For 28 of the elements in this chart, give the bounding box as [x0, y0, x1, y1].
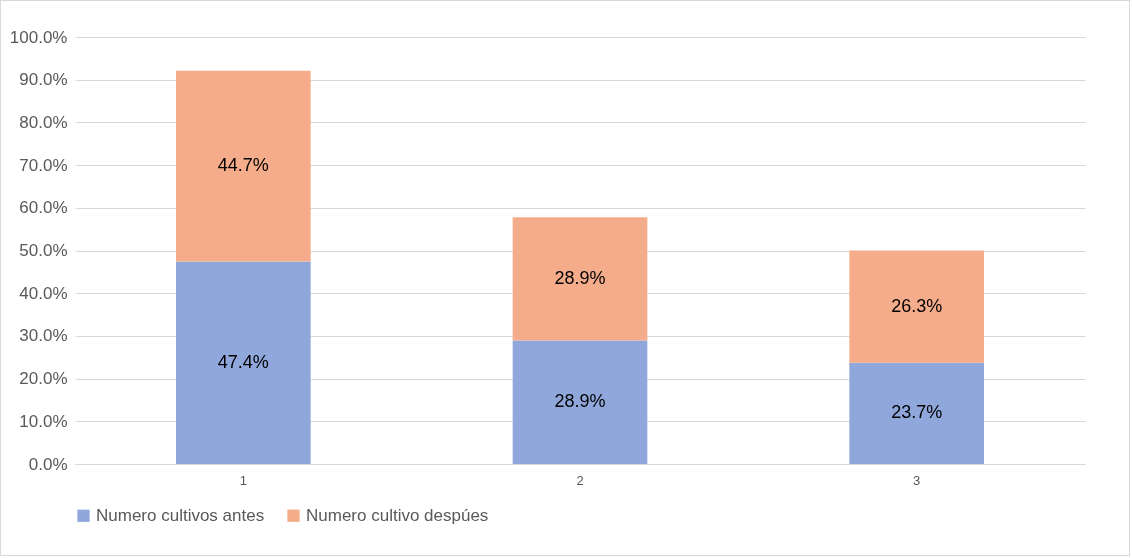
legend-label: Numero cultivos antes — [96, 505, 265, 525]
y-tick-label: 0.0% — [28, 454, 68, 474]
bar — [849, 250, 984, 363]
y-tick-label: 30.0% — [19, 326, 68, 346]
bar — [176, 70, 311, 262]
bar — [849, 362, 984, 464]
legend-label: Numero cultivo despúes — [306, 505, 489, 525]
y-tick-label: 60.0% — [19, 198, 68, 218]
data-label: 28.9% — [554, 391, 606, 412]
data-label: 28.9% — [554, 267, 606, 288]
y-tick-label: 40.0% — [19, 283, 68, 303]
y-tick-label: 80.0% — [19, 112, 68, 132]
x-tick-label: 2 — [576, 472, 584, 488]
y-tick-label: 50.0% — [19, 241, 68, 260]
y-tick-label: 10.0% — [19, 411, 68, 431]
y-tick-label: 70.0% — [19, 155, 68, 175]
data-label: 44.7% — [217, 155, 269, 176]
bar — [512, 217, 648, 341]
bar — [176, 261, 311, 464]
data-label: 47.4% — [217, 351, 269, 372]
y-tick-label: 20.0% — [19, 369, 68, 389]
data-label: 26.3% — [891, 295, 943, 316]
x-tick-label: 3 — [913, 472, 921, 488]
data-label: 23.7% — [891, 402, 943, 423]
y-tick-label: 100.0% — [9, 27, 68, 47]
y-tick-label: 90.0% — [19, 70, 68, 90]
x-tick-label: 1 — [239, 472, 247, 488]
bar — [512, 340, 648, 464]
